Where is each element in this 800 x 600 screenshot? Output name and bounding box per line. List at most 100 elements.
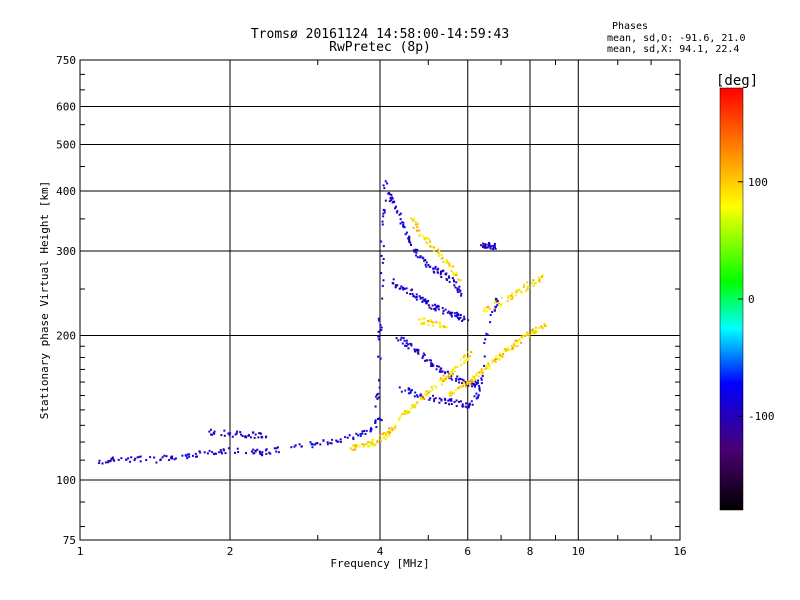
data-point xyxy=(495,305,498,308)
data-point xyxy=(428,389,431,392)
data-point xyxy=(373,443,376,446)
data-point xyxy=(407,343,410,346)
scatter-points xyxy=(98,180,547,465)
data-point xyxy=(386,182,389,185)
data-point xyxy=(427,263,430,266)
data-point xyxy=(444,371,447,374)
data-point xyxy=(449,376,452,379)
data-point xyxy=(415,296,418,299)
data-point xyxy=(418,234,421,237)
data-point xyxy=(448,264,451,267)
data-point xyxy=(98,462,101,465)
data-point xyxy=(459,313,462,316)
data-point xyxy=(361,432,364,435)
data-point xyxy=(414,403,417,406)
data-point xyxy=(354,446,357,449)
data-point xyxy=(464,382,467,385)
data-point xyxy=(493,308,496,311)
data-point xyxy=(223,434,226,437)
data-point xyxy=(405,231,408,234)
data-point xyxy=(473,385,476,388)
data-point xyxy=(159,458,162,461)
data-point xyxy=(458,381,461,384)
data-point xyxy=(528,335,531,338)
chart-subtitle: RwPretec (8p) xyxy=(329,40,431,55)
data-point xyxy=(383,187,386,190)
data-point xyxy=(497,302,500,305)
data-point xyxy=(268,451,271,454)
data-point xyxy=(369,429,372,432)
data-point xyxy=(377,379,380,382)
data-point xyxy=(477,394,480,397)
data-point xyxy=(361,430,364,433)
data-point xyxy=(459,378,462,381)
data-point xyxy=(211,451,214,454)
data-point xyxy=(491,310,494,313)
y-tick-label: 75 xyxy=(63,534,76,547)
data-point xyxy=(541,274,544,277)
data-point xyxy=(416,226,419,229)
data-point xyxy=(155,461,158,464)
data-point xyxy=(237,450,240,453)
data-point xyxy=(533,282,536,285)
data-point xyxy=(185,455,188,458)
data-point xyxy=(406,291,409,294)
data-point xyxy=(236,447,239,450)
data-point xyxy=(378,338,381,341)
data-point xyxy=(528,286,531,289)
data-point xyxy=(466,406,469,409)
data-point xyxy=(258,450,261,453)
data-point xyxy=(464,402,467,405)
data-point xyxy=(518,289,521,292)
phases-header: Phases xyxy=(611,21,649,32)
data-point xyxy=(423,259,426,262)
data-point xyxy=(450,315,453,318)
data-point xyxy=(540,325,543,328)
data-point xyxy=(413,406,416,409)
data-point xyxy=(421,396,424,399)
data-point xyxy=(427,237,430,240)
data-point xyxy=(355,432,358,435)
data-point xyxy=(498,358,501,361)
x-axis-label: Frequency [MHz] xyxy=(330,557,429,570)
data-point xyxy=(120,457,123,460)
data-point xyxy=(487,245,490,248)
data-point xyxy=(326,441,329,444)
data-point xyxy=(460,292,463,295)
data-point xyxy=(455,379,458,382)
data-point xyxy=(353,445,356,448)
data-point xyxy=(450,393,453,396)
data-point xyxy=(459,358,462,361)
y-axis-label: Stationary phase Virtual Height [km] xyxy=(38,181,51,419)
data-point xyxy=(440,276,443,279)
data-point xyxy=(414,296,417,299)
data-point xyxy=(487,305,490,308)
data-point xyxy=(451,374,454,377)
data-point xyxy=(445,259,448,262)
data-point xyxy=(407,392,410,395)
data-point xyxy=(440,370,443,373)
data-point xyxy=(455,273,458,276)
data-point xyxy=(374,395,377,398)
data-point xyxy=(394,205,397,208)
data-point xyxy=(211,433,214,436)
data-point xyxy=(392,278,395,281)
data-point xyxy=(254,450,257,453)
data-point xyxy=(514,339,517,342)
data-point xyxy=(234,433,237,436)
data-point xyxy=(482,309,485,312)
data-point xyxy=(483,307,486,310)
data-point xyxy=(448,280,451,283)
data-point xyxy=(429,245,432,248)
data-point xyxy=(458,317,461,320)
data-point xyxy=(170,457,173,460)
data-point xyxy=(493,244,496,247)
data-point xyxy=(378,334,381,337)
data-point xyxy=(212,431,215,434)
data-point xyxy=(425,236,428,239)
data-point xyxy=(432,324,435,327)
data-point xyxy=(466,380,469,383)
x-tick-label: 1 xyxy=(77,545,84,558)
data-point xyxy=(493,246,496,249)
data-point xyxy=(165,455,168,458)
